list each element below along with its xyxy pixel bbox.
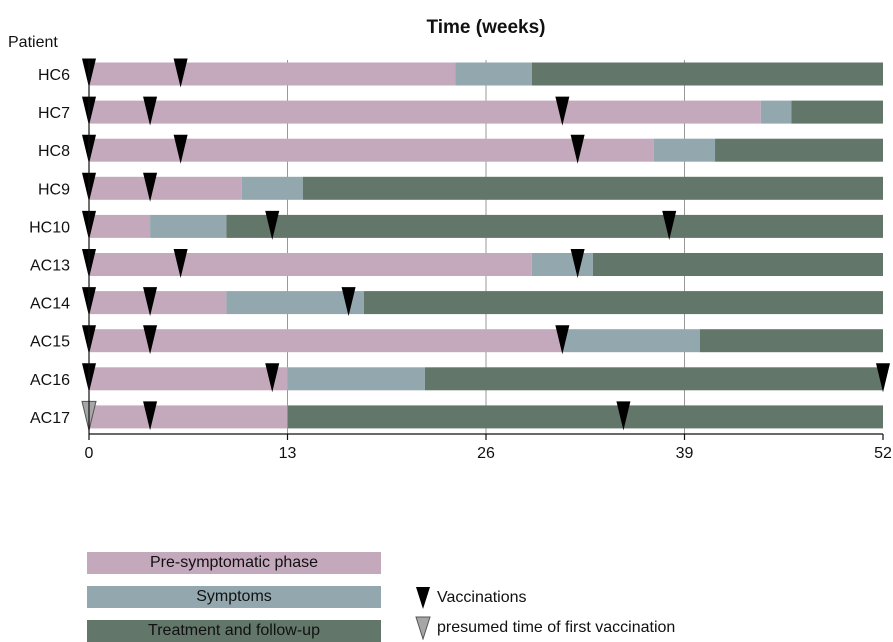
x-tick-label: 26 [477, 445, 495, 462]
vaccination-marker [570, 249, 585, 278]
bar-treatment-ac14 [363, 291, 883, 315]
patient-labels: HC6 HC7 HC8 HC9 HC10 AC13 AC14 AC15 AC16 AC17 [29, 67, 70, 427]
patient-label: AC15 [30, 334, 70, 351]
vaccination-marker [616, 401, 631, 431]
bar-pre-ac16 [89, 367, 288, 391]
vaccination-marker [265, 363, 280, 393]
bars [89, 62, 883, 429]
bar-pre-hc8 [89, 138, 654, 162]
bar-pre-ac13 [89, 253, 532, 276]
y-axis-label: Patient [8, 34, 58, 51]
bar-treatment-ac17 [287, 405, 883, 429]
vaccination-marker [555, 325, 570, 355]
vaccination-marker [143, 325, 158, 355]
legend-pre-symptomatic: Pre-symptomatic phase [87, 552, 381, 574]
chart-title: Time (weeks) [427, 17, 546, 38]
vaccination-marker [143, 96, 158, 126]
presumed-vaccination-marker-icon [415, 616, 431, 640]
vaccination-marker [876, 363, 890, 393]
vaccination-marker [173, 134, 188, 164]
patient-label: AC17 [30, 410, 70, 427]
patient-label: HC9 [38, 181, 70, 198]
vaccination-marker [570, 134, 585, 164]
bar-pre-ac14 [89, 291, 227, 315]
bar-pre-hc9 [89, 176, 242, 200]
bar-symptoms-ac15 [562, 329, 700, 353]
legend-vaccination-label: Vaccinations [437, 589, 527, 606]
vaccination-markers [81, 58, 890, 431]
bar-treatment-ac15 [699, 329, 883, 353]
legend-treatment: Treatment and follow-up [87, 620, 381, 642]
patient-label: HC8 [38, 143, 70, 160]
bar-pre-hc7 [89, 100, 761, 124]
bar-pre-hc10 [89, 214, 151, 238]
patient-label: HC7 [38, 105, 70, 122]
bar-symptoms-ac13 [531, 253, 593, 276]
legend-presumed: presumed time of first vaccination [415, 616, 675, 640]
patient-label: HC10 [29, 219, 70, 236]
patient-label: AC14 [30, 296, 70, 313]
vaccination-marker [143, 287, 158, 317]
vaccination-marker [341, 287, 356, 317]
bar-treatment-hc6 [531, 62, 883, 86]
patient-label: HC6 [38, 67, 70, 84]
x-tick-label: 39 [676, 445, 694, 462]
bar-symptoms-hc9 [241, 176, 303, 200]
bar-pre-ac17 [89, 405, 288, 429]
legend-presumed-label: presumed time of first vaccination [437, 619, 676, 636]
bar-symptoms-hc10 [150, 214, 227, 238]
vaccination-marker [555, 96, 570, 126]
bar-treatment-hc7 [791, 100, 883, 124]
bar-treatment-ac16 [424, 367, 883, 391]
legend-vaccination: Vaccinations [415, 586, 527, 610]
x-tick-label: 13 [279, 445, 297, 462]
vaccination-marker [265, 210, 280, 240]
patient-label: AC16 [30, 372, 70, 389]
bar-treatment-hc9 [302, 176, 883, 200]
legend-symptoms: Symptoms [87, 586, 381, 608]
vaccination-marker [173, 58, 188, 88]
x-axis: 0 13 26 39 52 [85, 60, 892, 462]
bar-treatment-hc10 [226, 214, 883, 238]
vaccination-marker [173, 249, 188, 278]
x-tick-label: 0 [85, 445, 94, 462]
timeline-chart: Time (weeks) Patient 0 13 26 39 52 HC6 HC7 HC8… [8, 17, 892, 462]
x-tick-label: 52 [874, 445, 892, 462]
vaccination-marker [143, 401, 158, 431]
bar-pre-ac15 [89, 329, 563, 353]
bar-symptoms-hc6 [455, 62, 532, 86]
bar-symptoms-hc8 [653, 138, 716, 162]
patient-label: AC13 [30, 258, 70, 275]
bar-treatment-ac13 [592, 253, 883, 276]
vaccination-marker [662, 210, 677, 240]
bar-pre-hc6 [89, 62, 456, 86]
bar-symptoms-ac16 [287, 367, 425, 391]
vaccination-marker-icon [416, 587, 430, 609]
vaccination-marker [143, 172, 158, 202]
bar-treatment-hc8 [715, 138, 883, 162]
bar-symptoms-hc7 [760, 100, 792, 124]
bar-symptoms-ac14 [226, 291, 364, 315]
